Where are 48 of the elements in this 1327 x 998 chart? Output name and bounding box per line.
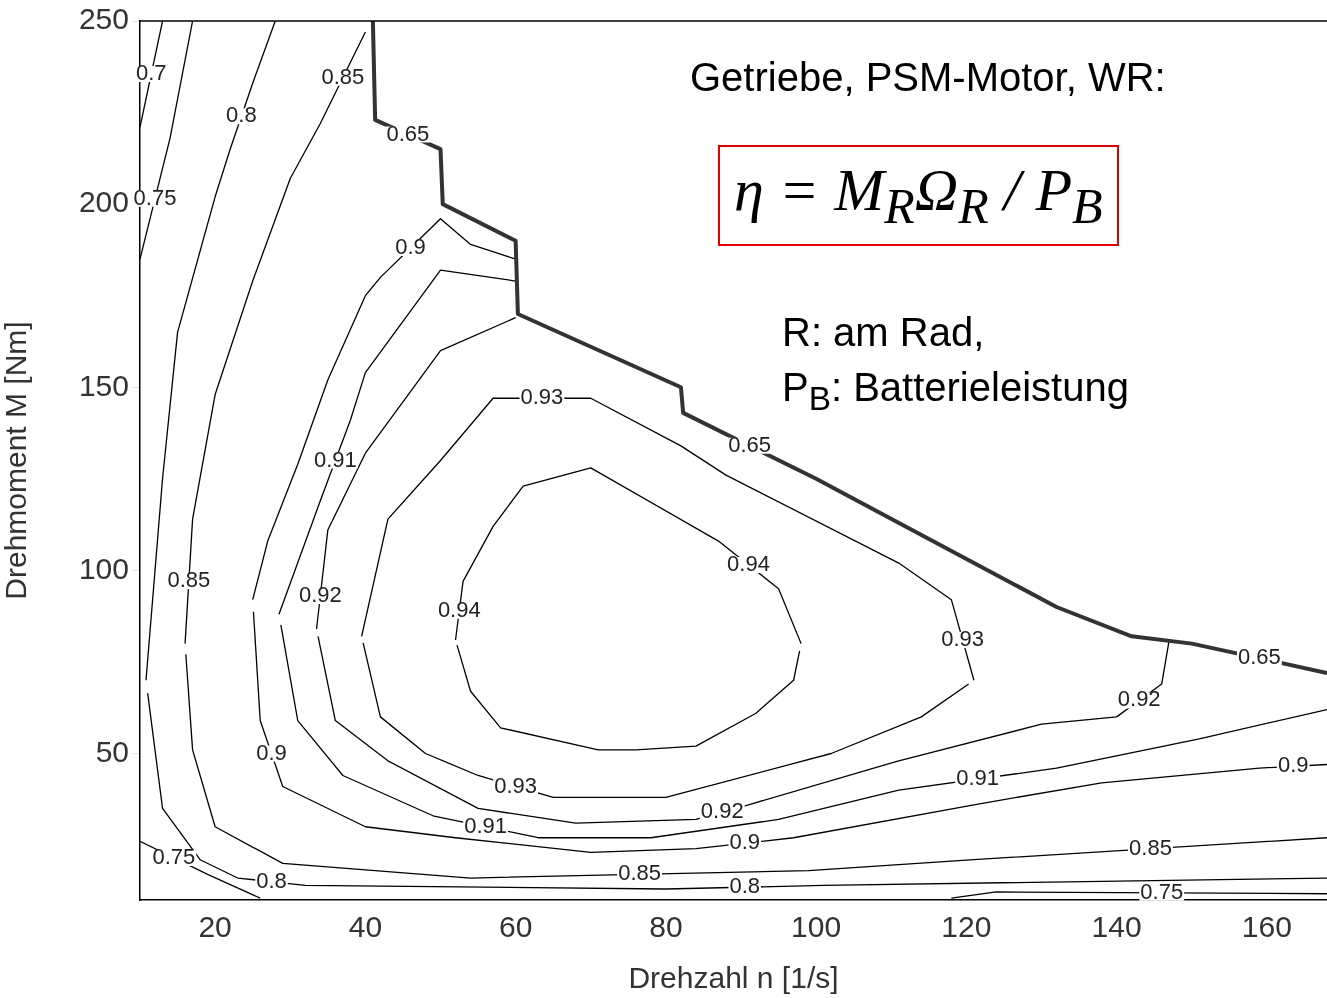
x-tick-label: 100 <box>791 910 842 944</box>
x-axis-title: Drehzahl n [1/s] <box>628 961 839 995</box>
annotation: 0.75 <box>152 843 196 869</box>
annotation: 0.94 <box>727 550 770 576</box>
annotation: 0.8 <box>729 873 761 899</box>
annotation: 0.85 <box>1129 834 1172 860</box>
annotation: 0.65 <box>728 431 772 457</box>
annotation: 0.9 <box>395 234 426 260</box>
x-tick-label: 40 <box>348 910 383 944</box>
annotation: 0.75 <box>133 184 177 210</box>
annotation: 0.75 <box>1140 878 1184 904</box>
annotation: 0.65 <box>386 120 430 146</box>
annotation: Getriebe, PSM-Motor, WR: <box>690 55 1166 99</box>
x-tick-label: 120 <box>941 910 992 944</box>
x-tick-label: 60 <box>498 910 533 944</box>
annotation: 0.91 <box>464 812 507 838</box>
y-tick-label: 50 <box>95 734 129 768</box>
annotation: 0.85 <box>618 860 662 886</box>
y-axis-title: Drehmoment M [Nm] <box>0 321 33 600</box>
x-tick-label: 20 <box>198 910 232 944</box>
annotation: 0.91 <box>956 765 1000 791</box>
annotation: 0.85 <box>321 63 365 89</box>
x-tick-label: 160 <box>1241 910 1292 944</box>
x-tick-label: 140 <box>1091 910 1142 944</box>
annotation: η = M$_{R}$Ω$_{R}$ / P$_{B}$ <box>718 145 1119 246</box>
annotation: 0.65 <box>1237 644 1281 670</box>
annotation: 0.85 <box>167 567 211 593</box>
annotation: 0.93 <box>494 772 538 798</box>
annotation: 0.93 <box>941 626 985 652</box>
y-tick-label: 250 <box>78 2 129 36</box>
annotation: 0.8 <box>256 867 287 893</box>
x-tick-label: 80 <box>649 910 683 944</box>
annotation: 0.93 <box>520 384 564 410</box>
annotation: 0.9 <box>256 739 287 765</box>
annotation: 0.94 <box>437 596 481 622</box>
annotation: 0.9 <box>1277 752 1309 778</box>
annotation: 0.91 <box>313 446 357 472</box>
y-tick-label: 100 <box>78 551 129 585</box>
y-tick-label: 200 <box>78 185 129 219</box>
annotation: 0.92 <box>700 798 744 824</box>
annotation: 0.9 <box>729 829 761 855</box>
annotation: P$_{B}$: Batterieleistung <box>782 365 1129 418</box>
annotation: R: am Rad, <box>782 310 985 354</box>
annotation: 0.7 <box>135 60 167 86</box>
y-tick-label: 150 <box>78 368 129 402</box>
annotation: 0.92 <box>1117 686 1161 712</box>
annotation: 0.92 <box>298 582 342 608</box>
annotation: 0.8 <box>226 102 257 128</box>
